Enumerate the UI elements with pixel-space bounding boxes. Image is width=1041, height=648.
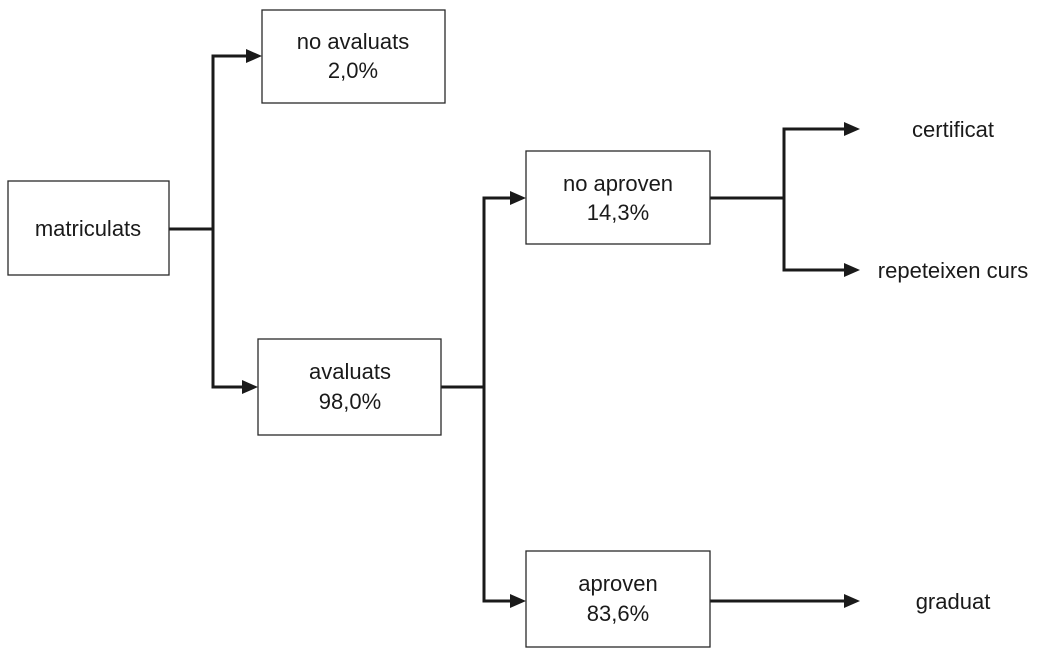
outcome-repeteixen-curs: repeteixen curs: [878, 258, 1028, 283]
node-value-no-avaluats: 2,0%: [328, 58, 378, 83]
arrowhead-certificat: [844, 122, 860, 136]
outcome-certificat: certificat: [912, 117, 994, 142]
node-box-aproven: [525, 550, 711, 648]
edges: [169, 49, 860, 608]
node-avaluats: avaluats 98,0%: [257, 338, 442, 436]
node-label-no-aproven: no aproven: [563, 171, 673, 196]
edge-no-aproven-to-repeteixen-curs: [782, 198, 846, 272]
edge-no-aproven-to-certificat: [782, 127, 846, 198]
node-no-avaluats: no avaluats 2,0%: [261, 9, 446, 104]
node-label-aproven: aproven: [578, 571, 658, 596]
arrowhead-aproven: [510, 594, 526, 608]
node-box-avaluats: [257, 338, 442, 436]
node-box-matriculats: [7, 180, 170, 276]
arrowhead-graduat: [844, 594, 860, 608]
node-box-no-avaluats: [261, 9, 446, 104]
arrowhead-repeteixen-curs: [844, 263, 860, 277]
arrowhead-no-aproven: [510, 191, 526, 205]
arrowhead-no-avaluats: [246, 49, 262, 63]
node-label-no-avaluats: no avaluats: [297, 29, 410, 54]
node-no-aproven: no aproven 14,3%: [525, 150, 711, 245]
node-value-aproven: 83,6%: [587, 601, 649, 626]
node-value-no-aproven: 14,3%: [587, 200, 649, 225]
arrowhead-avaluats: [242, 380, 258, 394]
node-label-avaluats: avaluats: [309, 359, 391, 384]
node-matriculats: matriculats: [7, 180, 170, 276]
node-aproven: aproven 83,6%: [525, 550, 711, 648]
edge-avaluats-to-no-aproven: [482, 196, 512, 387]
node-value-avaluats: 98,0%: [319, 389, 381, 414]
edge-matriculats-to-avaluats: [211, 229, 244, 389]
edge-avaluats-to-aproven: [482, 387, 512, 603]
outcome-graduat: graduat: [916, 589, 991, 614]
node-label-matriculats: matriculats: [35, 216, 141, 241]
edge-matriculats-to-no-avaluats: [211, 54, 248, 229]
node-box-no-aproven: [525, 150, 711, 245]
